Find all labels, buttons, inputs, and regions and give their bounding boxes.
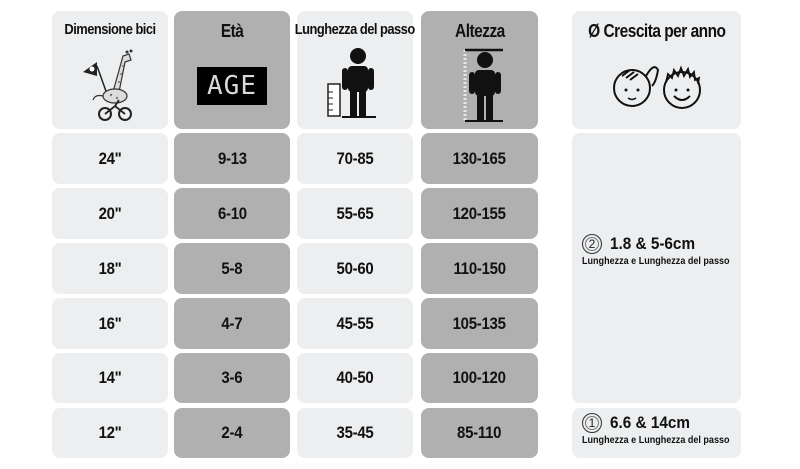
header-inseam: Lunghezza del passo <box>295 11 415 129</box>
height-cell: 100-120 <box>421 353 538 403</box>
header-inseam-label: Lunghezza del passo <box>295 21 415 38</box>
age-cell: 3-6 <box>174 353 290 403</box>
growth-entry: 2 1.8 & 5-6cm Lunghezza e Lunghezza del … <box>582 234 735 267</box>
growth-value: 6.6 & 14cm <box>610 413 690 432</box>
number-badge-icon: 1 <box>582 413 602 433</box>
bike-size-cell: 24" <box>52 133 168 184</box>
bike-size-cell: 14" <box>52 353 168 403</box>
growth-value: 1.8 & 5-6cm <box>610 234 696 253</box>
bike-size-cell: 12" <box>52 408 168 458</box>
header-bike-size: Dimensione bici <box>52 11 168 129</box>
header-age-label: Età <box>220 21 244 41</box>
person-height-measure-icon <box>421 42 538 129</box>
growth-label: Lunghezza e Lunghezza del passo <box>582 434 730 446</box>
header-bike-size-label: Dimensione bici <box>64 21 156 38</box>
header-growth-label: Ø Crescita per anno <box>587 21 726 41</box>
giraffe-bicycle-icon <box>52 38 168 129</box>
age-cell: 4-7 <box>174 298 290 349</box>
height-cell: 130-165 <box>421 133 538 184</box>
bike-size-cell: 16" <box>52 298 168 349</box>
age-cell: 6-10 <box>174 188 290 239</box>
age-cell: 5-8 <box>174 243 290 294</box>
height-cell: 85-110 <box>421 408 538 458</box>
height-cell: 110-150 <box>421 243 538 294</box>
growth-panel-younger: 1 6.6 & 14cm Lunghezza e Lunghezza del p… <box>572 408 741 458</box>
person-with-ruler-icon <box>297 38 413 129</box>
children-faces-icon <box>572 42 741 129</box>
inseam-cell: 55-65 <box>297 188 413 239</box>
number-badge-icon: 2 <box>582 234 602 254</box>
growth-label: Lunghezza e Lunghezza del passo <box>582 255 730 267</box>
growth-panel-older: 2 1.8 & 5-6cm Lunghezza e Lunghezza del … <box>572 133 741 403</box>
age-cell: 2-4 <box>174 408 290 458</box>
inseam-cell: 70-85 <box>297 133 413 184</box>
header-growth: Ø Crescita per anno <box>572 11 741 129</box>
inseam-cell: 35-45 <box>297 408 413 458</box>
inseam-cell: 40-50 <box>297 353 413 403</box>
height-cell: 120-155 <box>421 188 538 239</box>
age-label-icon: AGE <box>197 66 267 105</box>
age-cell: 9-13 <box>174 133 290 184</box>
inseam-cell: 50-60 <box>297 243 413 294</box>
growth-entry: 1 6.6 & 14cm Lunghezza e Lunghezza del p… <box>582 413 735 446</box>
header-height-label: Altezza <box>454 21 505 41</box>
bike-size-cell: 18" <box>52 243 168 294</box>
bike-size-cell: 20" <box>52 188 168 239</box>
header-age: Età AGE <box>174 11 290 129</box>
height-cell: 105-135 <box>421 298 538 349</box>
header-height: Altezza <box>421 11 538 129</box>
inseam-cell: 45-55 <box>297 298 413 349</box>
